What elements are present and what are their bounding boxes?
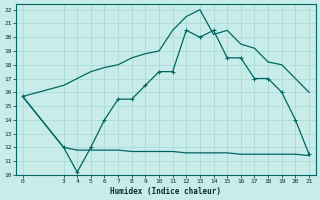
X-axis label: Humidex (Indice chaleur): Humidex (Indice chaleur) bbox=[110, 187, 221, 196]
